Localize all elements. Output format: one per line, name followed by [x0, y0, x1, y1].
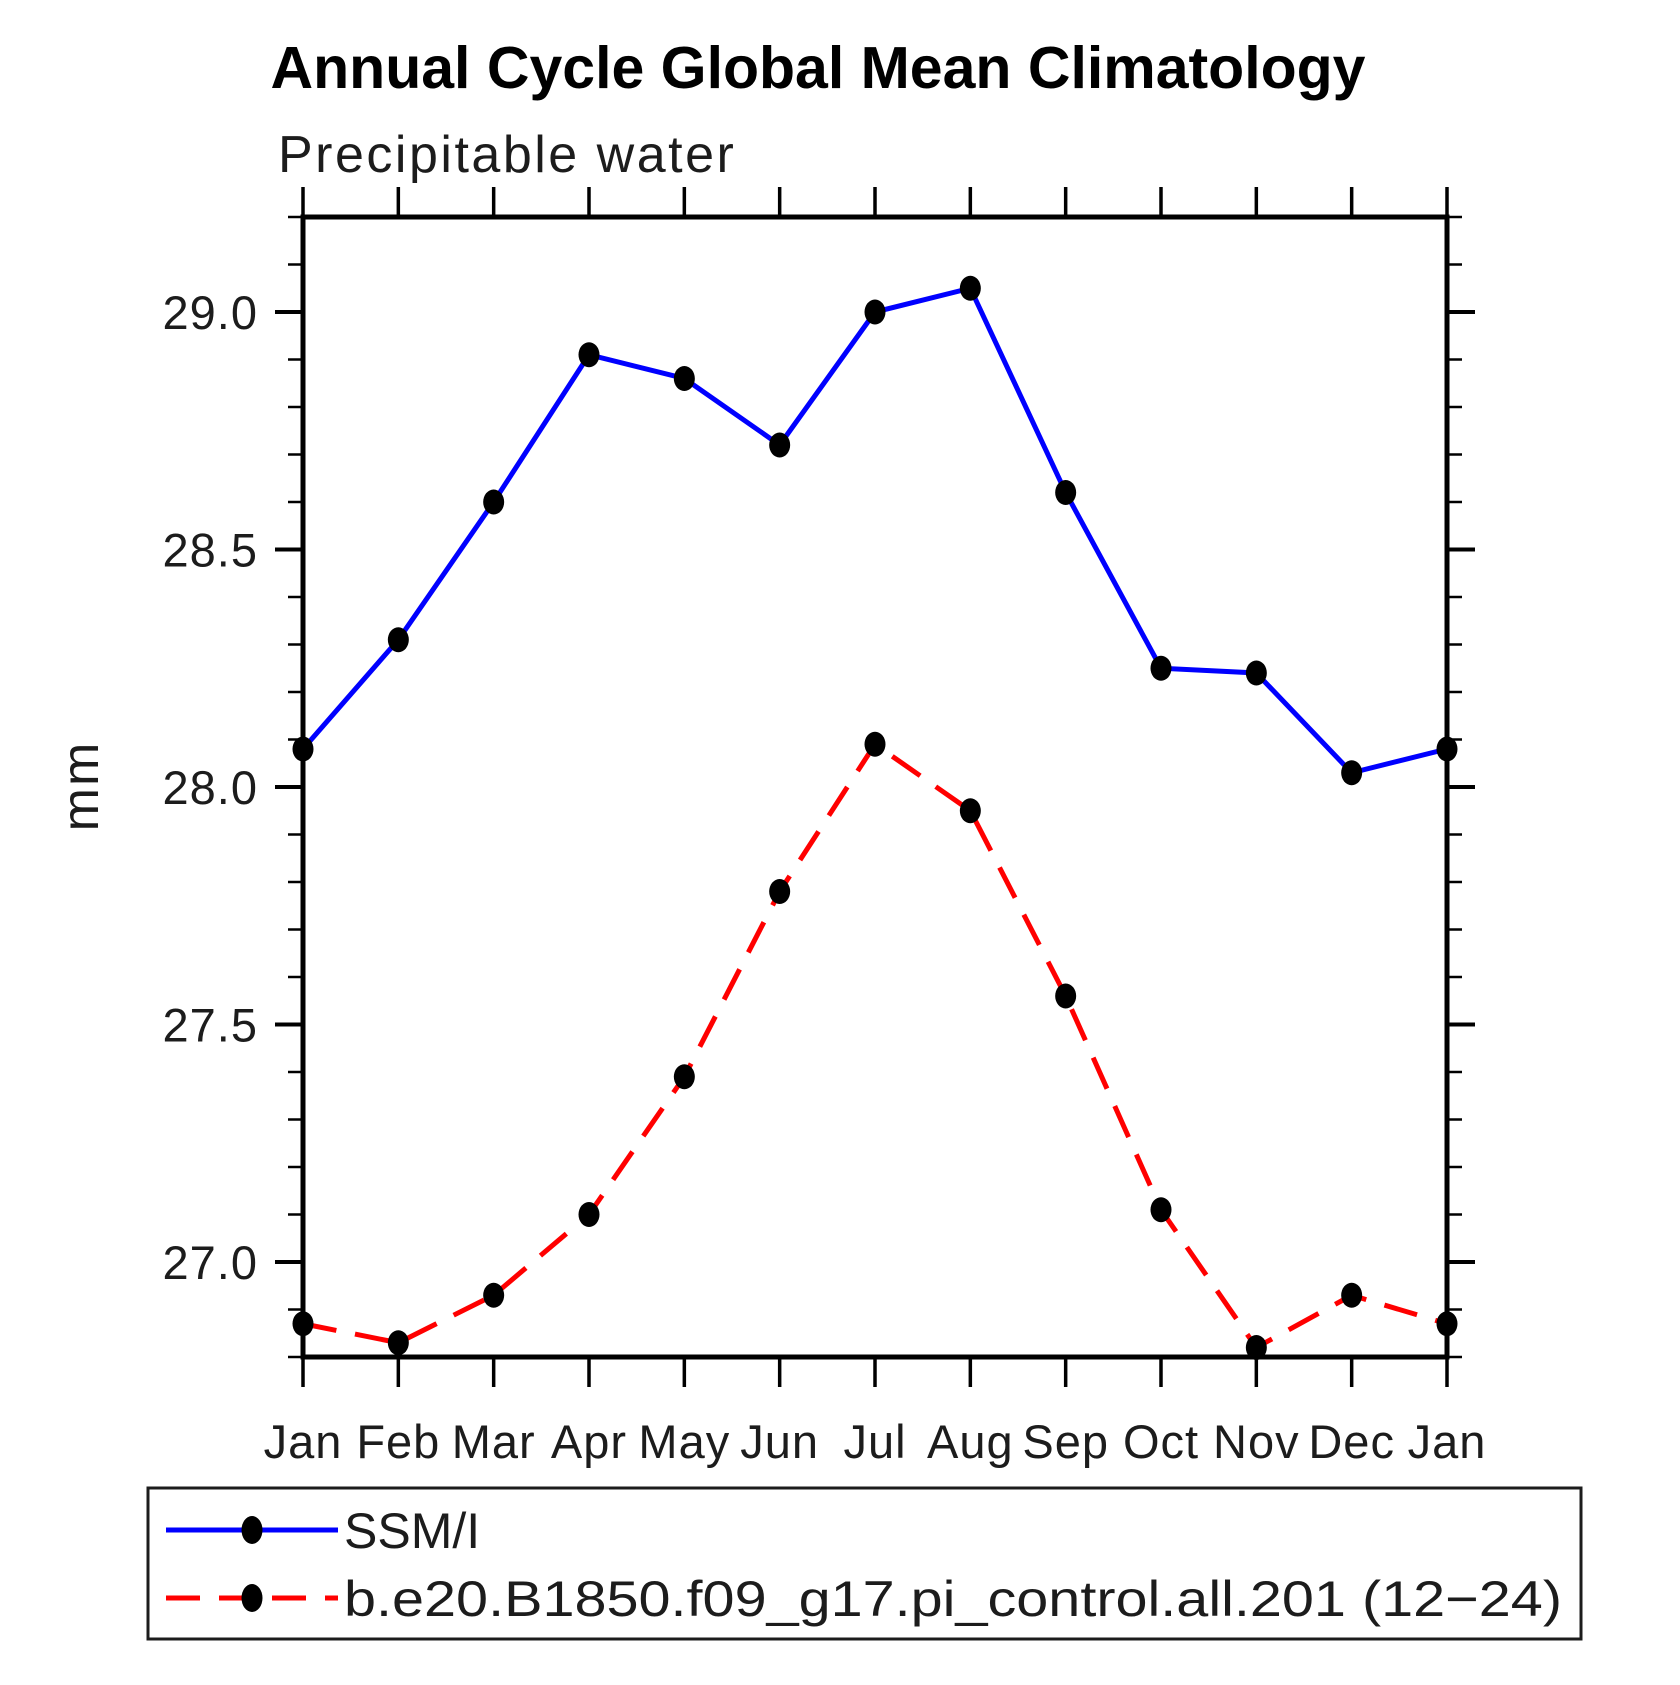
data-point-marker	[769, 879, 791, 904]
plot-axes: Jan Feb Mar Apr May Jun Jul Aug Sep Oct Nov Dec Jan2…	[163, 187, 1487, 1468]
data-point-marker	[1436, 1311, 1458, 1337]
data-point-marker	[1245, 1335, 1267, 1360]
data-point-marker	[578, 1202, 600, 1227]
data-point-marker	[1341, 1282, 1363, 1308]
data-point-marker	[387, 627, 409, 653]
data-point-marker	[673, 366, 695, 391]
chart-subtitle: Precipitable water	[278, 126, 736, 184]
legend-sample-marker	[241, 1584, 263, 1612]
x-tick-label: Jul	[843, 1415, 906, 1468]
data-point-marker	[1055, 480, 1077, 505]
data-point-marker	[1150, 655, 1172, 681]
data-point-marker	[1150, 1197, 1172, 1223]
series-line	[301, 285, 1448, 776]
data-point-marker	[864, 299, 886, 325]
x-tick-label: Oct	[1123, 1415, 1199, 1468]
x-tick-label: May	[638, 1415, 730, 1468]
x-tick-label: Jan	[1408, 1415, 1487, 1468]
data-point-marker	[1245, 660, 1267, 686]
y-tick-label: 27.0	[163, 1236, 258, 1289]
data-point-marker	[292, 1311, 314, 1337]
x-tick-label: Feb	[356, 1415, 440, 1468]
x-tick-label: Apr	[551, 1415, 627, 1468]
data-point-marker	[959, 275, 981, 301]
x-tick-label: Mar	[452, 1415, 536, 1468]
y-tick-label: 28.0	[163, 761, 258, 814]
series-ssmi	[292, 275, 1458, 786]
data-point-marker	[1341, 760, 1363, 786]
series-line	[302, 740, 1448, 1351]
data-point-marker	[1436, 736, 1458, 762]
legend-sample-marker	[241, 1516, 263, 1544]
plot-frame	[300, 214, 1450, 1360]
y-tick-label: 29.0	[163, 286, 258, 339]
data-point-marker	[483, 1282, 505, 1308]
x-tick-label: Dec	[1308, 1415, 1395, 1468]
data-point-marker	[959, 798, 981, 824]
x-tick-label: Jan	[264, 1415, 343, 1468]
x-tick-label: Jun	[740, 1415, 819, 1468]
legend-border	[146, 1486, 1583, 1641]
data-point-marker	[673, 1064, 695, 1090]
data-point-marker	[769, 432, 791, 458]
series-model	[292, 731, 1458, 1360]
y-axis-label: mm	[52, 741, 110, 832]
legend-samples	[166, 1516, 338, 1612]
data-point-marker	[292, 736, 314, 762]
x-tick-label: Nov	[1213, 1415, 1300, 1468]
chart-title: Annual Cycle Global Mean Climatology	[271, 35, 1366, 101]
legend-box: SSM/I b.e20.B1850.f09_g17.pi_control.all…	[146, 1486, 1583, 1641]
data-point-marker	[387, 1330, 409, 1356]
legend-label-ssmi: SSM/I	[344, 1503, 480, 1559]
data-point-marker	[864, 731, 886, 757]
data-point-marker	[578, 342, 600, 368]
x-tick-label: Aug	[927, 1415, 1014, 1468]
y-tick-label: 27.5	[163, 999, 258, 1052]
plot-series	[292, 275, 1458, 1360]
y-tick-label: 28.5	[163, 524, 258, 577]
data-point-marker	[1055, 983, 1077, 1009]
legend-label-model: b.e20.B1850.f09_g17.pi_control.all.201 (…	[344, 1571, 1562, 1627]
x-tick-label: Sep	[1022, 1415, 1109, 1468]
data-point-marker	[483, 489, 505, 515]
